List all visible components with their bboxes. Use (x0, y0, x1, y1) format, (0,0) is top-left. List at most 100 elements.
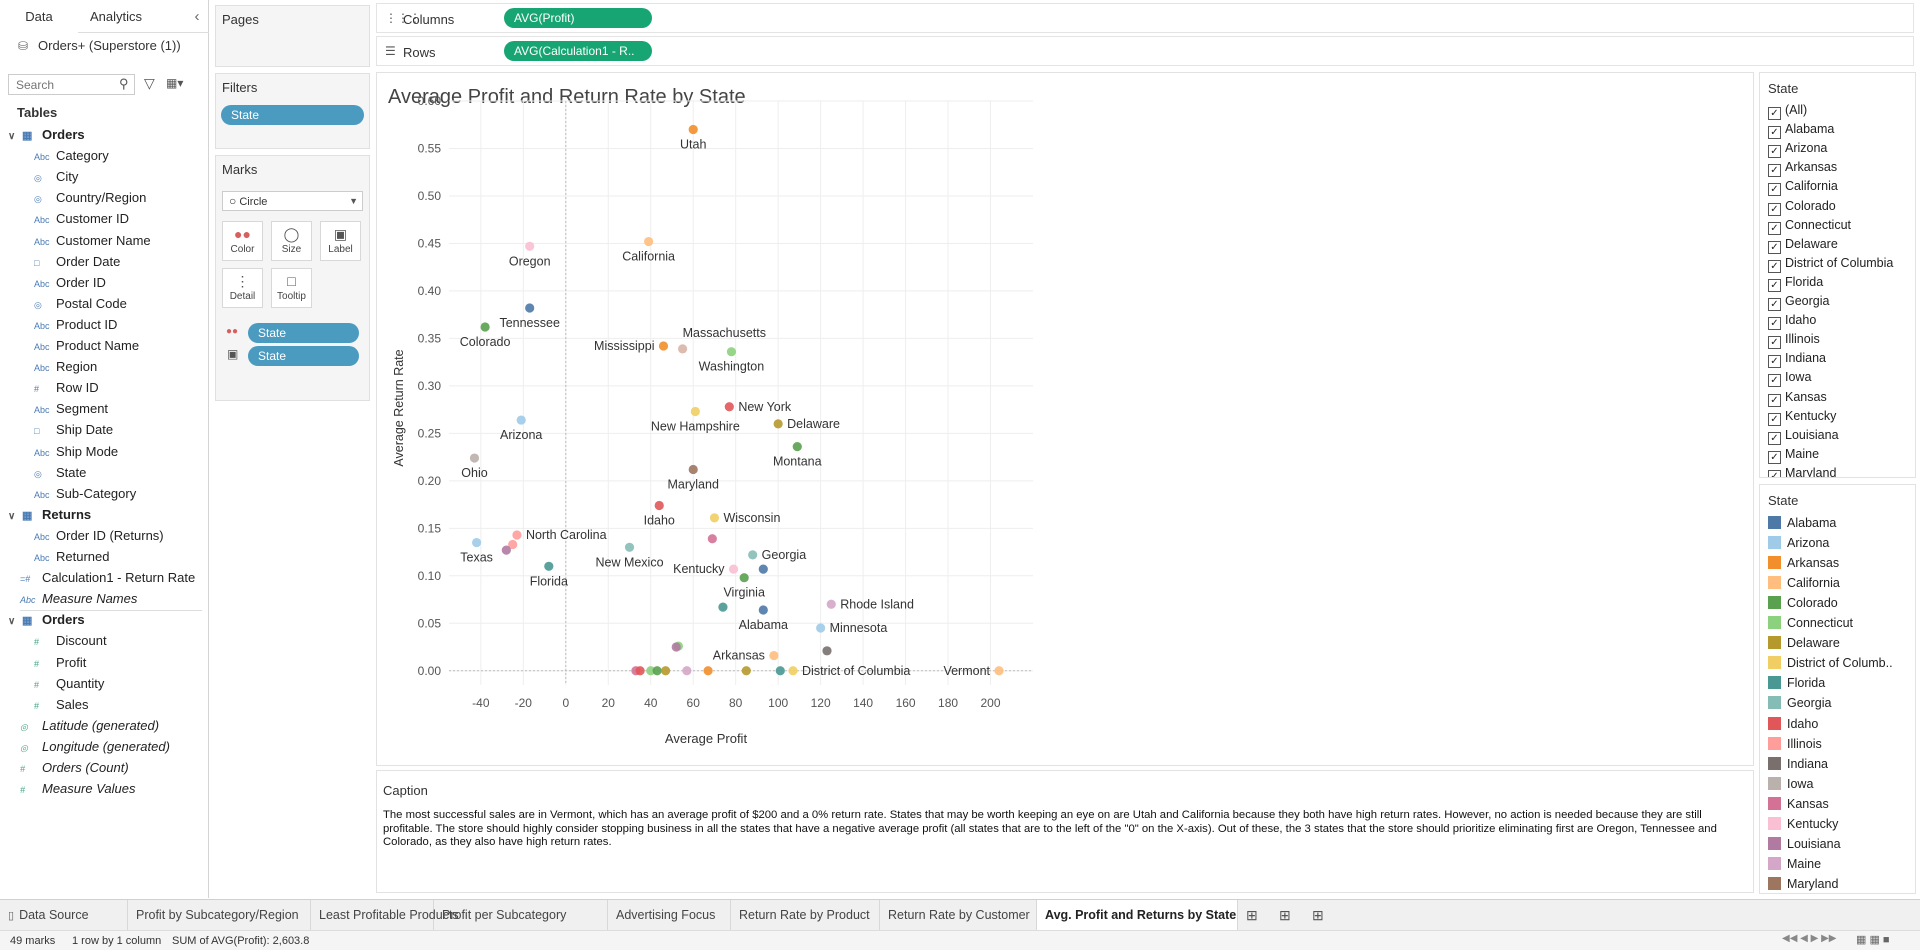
legend-item[interactable]: Delaware (1768, 636, 1840, 653)
legend-item[interactable]: Kansas (1768, 796, 1829, 814)
state-checkbox[interactable]: ✓ Arizona (1768, 141, 1827, 159)
state-checkbox[interactable]: ✓ (All) (1768, 103, 1807, 120)
scatter-point[interactable] (678, 344, 688, 354)
scatter-point[interactable] (769, 650, 779, 661)
sheet-tab[interactable]: Return Rate by Customer (880, 900, 1037, 931)
field-item[interactable]: ◎ State (34, 465, 86, 483)
scatter-point[interactable] (652, 666, 662, 676)
tab-data[interactable]: Data (0, 0, 78, 33)
legend-item[interactable]: Alabama (1768, 516, 1836, 533)
legend-item[interactable]: Florida (1768, 676, 1825, 693)
field-item[interactable]: Abc Customer Name (34, 233, 151, 251)
field-item[interactable]: Abc Sub-Category (34, 486, 136, 504)
datasource[interactable]: ⛁ Orders+ (Superstore (1)) (18, 38, 181, 53)
color-button[interactable]: ●● Color (222, 221, 263, 261)
field-item[interactable]: ◎ Longitude (generated) (20, 739, 170, 757)
scatter-point[interactable] (501, 545, 511, 555)
field-item[interactable]: Abc Customer ID (34, 211, 129, 229)
sheet-tab[interactable]: Return Rate by Product (731, 900, 880, 931)
field-item[interactable]: ◎ Latitude (generated) (20, 718, 159, 736)
field-item[interactable]: # Sales (34, 697, 89, 715)
scatter-point[interactable] (728, 564, 739, 574)
scatter-point[interactable] (646, 666, 656, 676)
scatter-point[interactable] (994, 666, 1004, 676)
scatter-point[interactable] (748, 550, 758, 560)
state-checkbox[interactable]: ✓ Maine (1768, 447, 1819, 464)
scatter-point[interactable] (718, 602, 728, 612)
scatter-point[interactable] (758, 605, 768, 615)
sheet-tab[interactable]: Avg. Profit and Returns by State (1037, 900, 1238, 931)
state-checkbox[interactable]: ✓ Iowa (1768, 370, 1811, 388)
scatter-point[interactable] (816, 623, 826, 633)
state-checkbox[interactable]: ✓ Florida (1768, 275, 1823, 292)
state-checkbox[interactable]: ✓ Delaware (1768, 237, 1838, 254)
legend-item[interactable]: District of Columb.. (1768, 656, 1893, 673)
scatter-point[interactable] (741, 666, 751, 676)
scatter-point[interactable] (707, 534, 717, 544)
legend-item[interactable]: California (1768, 576, 1840, 593)
scatter-point[interactable] (469, 453, 480, 463)
search-input[interactable] (8, 74, 135, 95)
field-item[interactable]: # Measure Values (20, 781, 135, 799)
field-item[interactable]: □ Ship Date (34, 422, 113, 440)
field-item[interactable]: □ Order Date (34, 254, 120, 272)
field-item[interactable]: ◎ Postal Code (34, 296, 127, 314)
view-toggle-icon[interactable]: ▦ ▦ ■ (1856, 934, 1890, 946)
tab-data-source[interactable]: ▯ Data Source (0, 900, 128, 931)
table-group[interactable]: ∨ ▦ Orders (8, 612, 85, 630)
field-item[interactable]: =# Calculation1 - Return Rate (20, 570, 195, 588)
scatter-point[interactable] (688, 464, 698, 475)
state-checkbox[interactable]: ✓ Connecticut (1768, 218, 1851, 235)
table-group[interactable]: ∨ ▦ Orders (8, 127, 85, 145)
state-checkbox[interactable]: ✓ Illinois (1768, 332, 1820, 350)
scatter-point[interactable] (775, 666, 785, 676)
legend-item[interactable]: Arkansas (1768, 556, 1839, 573)
field-item[interactable]: Abc Order ID (Returns) (34, 528, 164, 546)
state-checkbox[interactable]: ✓ District of Columbia (1768, 256, 1893, 273)
field-item[interactable]: # Orders (Count) (20, 760, 129, 778)
scatter-point[interactable] (792, 442, 802, 452)
state-checkbox[interactable]: ✓ Alabama (1768, 122, 1834, 140)
sheet-tab[interactable]: Profit per Subcategory (434, 900, 608, 931)
field-item[interactable]: # Quantity (34, 676, 104, 694)
mark-type-dropdown[interactable]: ○ Circle ▼ (222, 191, 363, 211)
field-item[interactable]: Abc Segment (34, 401, 108, 419)
state-checkbox[interactable]: ✓ Maryland (1768, 466, 1836, 477)
label-pill-state[interactable]: State (248, 346, 359, 366)
label-button[interactable]: ▣ Label (320, 221, 361, 261)
sheet-tab[interactable]: Least Profitable Products (311, 900, 459, 931)
scatter-point[interactable] (525, 241, 535, 251)
field-item[interactable]: Abc Returned (34, 549, 109, 567)
field-item[interactable]: Abc Ship Mode (34, 444, 118, 462)
legend-item[interactable]: Maine (1768, 856, 1821, 874)
state-checkbox[interactable]: ✓ Louisiana (1768, 428, 1839, 445)
scatter-point[interactable] (788, 666, 798, 676)
columns-shelf[interactable]: ⋮⋮⋮ Columns AVG(Profit) (376, 3, 1914, 33)
scatter-point[interactable] (480, 322, 490, 332)
scatter-point[interactable] (688, 124, 698, 135)
table-group[interactable]: ∨ ▦ Returns (8, 507, 91, 525)
scatter-point[interactable] (512, 530, 522, 540)
size-button[interactable]: ◯ Size (271, 221, 312, 261)
state-checkbox[interactable]: ✓ Indiana (1768, 351, 1826, 369)
field-item[interactable]: Abc Measure Names (20, 591, 137, 609)
filter-pill-state[interactable]: State (221, 105, 364, 125)
scatter-point[interactable] (654, 500, 664, 511)
scatter-point[interactable] (544, 561, 554, 571)
detail-button[interactable]: ⋮ Detail (222, 268, 263, 308)
filter-icon[interactable]: ▽ (144, 75, 155, 91)
rows-shelf[interactable]: ☰ Rows AVG(Calculation1 - R.. (376, 36, 1914, 66)
legend-item[interactable]: Maryland (1768, 876, 1838, 893)
scatter-point[interactable] (472, 537, 482, 548)
legend-item[interactable]: Arizona (1768, 536, 1829, 553)
tab-analytics[interactable]: Analytics (89, 9, 143, 24)
field-item[interactable]: Abc Region (34, 359, 97, 377)
legend-item[interactable]: Idaho (1768, 716, 1818, 734)
scatter-point[interactable] (758, 564, 768, 574)
field-item[interactable]: Abc Product Name (34, 338, 139, 356)
scatter-point[interactable] (703, 666, 713, 676)
view-options-icon[interactable]: ▦▾ (166, 76, 184, 90)
scatter-point[interactable] (644, 236, 654, 247)
color-pill-state[interactable]: State (248, 323, 359, 343)
legend-item[interactable]: Kentucky (1768, 816, 1838, 834)
